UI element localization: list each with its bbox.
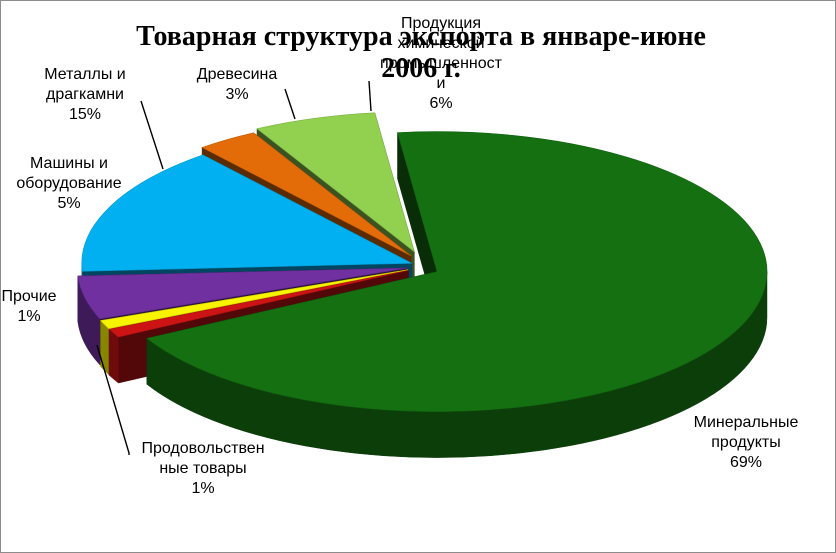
slice-label-line: 6% (429, 95, 452, 112)
slice-label-line: продукты (711, 434, 780, 451)
slice-label-line: Прочие (1, 288, 56, 305)
slice-label-4: Металлы и драгкамни 15% (44, 66, 125, 123)
slice-label-line: Продукция (401, 15, 481, 32)
leader-line-5 (284, 88, 296, 120)
slice-label-2: Прочие 1% (1, 288, 56, 325)
slice-label-line: драгкамни (46, 86, 124, 103)
slice-label-line: 3% (225, 86, 248, 103)
pie-slice-6 (256, 112, 415, 253)
slice-labels: Минеральные продукты 69% Продовольствен ные … (1, 15, 798, 497)
slice-label-line: Продовольствен (141, 440, 264, 457)
slice-label-line: Древесина (197, 66, 278, 83)
slice-label-line: 5% (57, 195, 80, 212)
slice-label-line: Металлы и (44, 66, 125, 83)
slice-label-line: 15% (69, 106, 101, 123)
leader-line-6 (368, 80, 372, 112)
slice-label-1: Продовольствен ные товары 1% (141, 440, 264, 497)
leader-line-4 (140, 100, 164, 170)
pie-slice-0 (146, 131, 768, 412)
slice-label-line: ные товары (159, 460, 246, 477)
pie-slice-5 (201, 132, 412, 257)
slice-label-line: химической (397, 35, 484, 52)
slice-label-line: 1% (17, 308, 40, 325)
pie-slice-4 (81, 154, 412, 272)
chart-title-line1: Товарная структура экспорта в январе-июн… (136, 21, 706, 52)
slice-label-5: Древесина 3% (197, 66, 278, 103)
chart-title-line2: 2006 г. (381, 53, 461, 84)
slice-label-line: оборудование (16, 175, 121, 192)
pie-slice-3 (77, 267, 408, 320)
slice-label-line: и (437, 75, 446, 92)
slice-label-3: Машины и оборудование 5% (16, 155, 121, 212)
slice-label-6: Продукция химической промышленност и 6% (380, 15, 503, 112)
pie-slice-1 (108, 269, 409, 338)
slice-label-line: Машины и (30, 155, 108, 172)
slice-side-2-0 (100, 319, 109, 376)
pie-slice-2 (100, 269, 409, 329)
pie-top-layer (77, 112, 768, 412)
slice-label-line: 69% (730, 454, 762, 471)
slice-label-line: 1% (191, 480, 214, 497)
slice-side-1-0 (108, 328, 119, 384)
slice-label-0: Минеральные продукты 69% (694, 414, 799, 471)
slice-label-line: Минеральные (694, 414, 799, 431)
leader-line-1 (96, 344, 130, 455)
leader-lines (96, 80, 372, 455)
slice-label-line: промышленност (380, 55, 503, 72)
